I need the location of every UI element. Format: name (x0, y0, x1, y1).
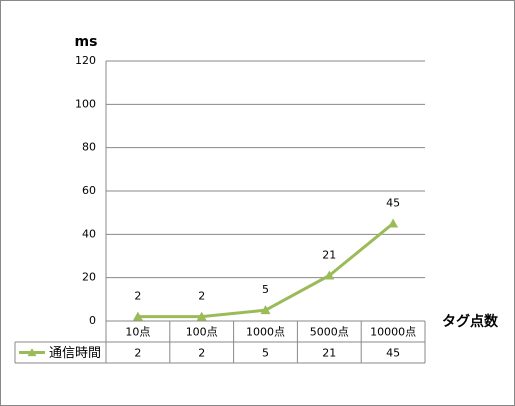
y-tick-label: 20 (82, 271, 96, 284)
x-tick-label: 100点 (186, 326, 218, 339)
table-value: 2 (134, 347, 141, 360)
y-tick-label: 0 (89, 314, 96, 327)
y-tick-label: 100 (75, 97, 96, 110)
line-marker (132, 311, 143, 321)
line-marker (260, 305, 271, 315)
data-label: 21 (322, 249, 336, 262)
data-label: 2 (198, 290, 205, 303)
table-value: 21 (322, 347, 336, 360)
x-tick-label: 10点 (125, 326, 150, 339)
y-tick-label: 60 (82, 184, 96, 197)
x-tick-label: 5000点 (310, 326, 349, 339)
data-label: 2 (134, 290, 141, 303)
y-tick-label: 40 (82, 227, 96, 240)
y-tick-label: 120 (75, 54, 96, 67)
line-marker (324, 270, 335, 280)
table-value: 5 (262, 347, 269, 360)
x-axis-label: タグ点数 (442, 313, 499, 330)
x-tick-label: 10000点 (370, 326, 416, 339)
legend-marker (27, 348, 37, 357)
y-axis-label: ms (75, 34, 98, 50)
line-marker (388, 218, 399, 228)
table-value: 2 (198, 347, 205, 360)
legend-label: 通信時間 (49, 346, 101, 361)
data-label: 45 (386, 197, 400, 210)
x-tick-label: 1000点 (246, 326, 285, 339)
y-tick-label: 80 (82, 141, 96, 154)
line-marker (196, 311, 207, 321)
data-label: 5 (262, 283, 269, 296)
table-value: 45 (386, 347, 400, 360)
